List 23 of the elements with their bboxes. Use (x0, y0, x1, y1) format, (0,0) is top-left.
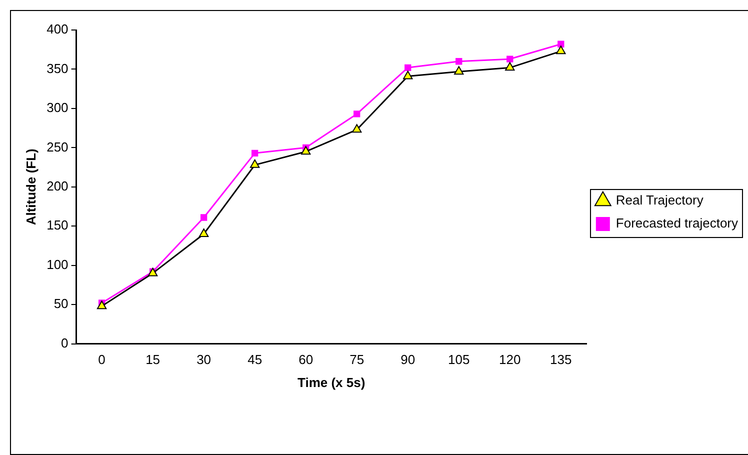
x-tick-label: 120 (499, 352, 521, 368)
x-tick-label: 135 (550, 352, 572, 368)
y-tick-label: 350 (46, 60, 68, 76)
x-tick-label: 30 (196, 352, 212, 368)
y-axis-title: Altitude (FL) (23, 148, 38, 226)
x-tick-label: 75 (350, 352, 364, 368)
x-tick-label: 90 (400, 352, 416, 368)
y-tick-label: 200 (46, 178, 68, 194)
y-tick-label: 250 (46, 139, 68, 154)
y-tick-label: 300 (46, 100, 68, 116)
x-tick-label: 0 (98, 352, 106, 368)
legend-label: Real Trajectory (616, 192, 704, 208)
y-tick-label: 50 (54, 296, 68, 312)
y-tick-label: 100 (46, 256, 68, 272)
y-tick-label: 150 (46, 218, 68, 233)
x-tick-label: 60 (298, 352, 314, 368)
x-tick-label: 45 (248, 352, 262, 368)
x-axis-title: Time (x 5s) (298, 374, 366, 390)
y-tick-label: 0 (61, 335, 68, 350)
legend-label: Forecasted trajectory (616, 216, 738, 231)
x-tick-label: 105 (448, 352, 470, 368)
y-tick-label: 400 (46, 22, 68, 37)
x-tick-label: 15 (146, 352, 160, 368)
